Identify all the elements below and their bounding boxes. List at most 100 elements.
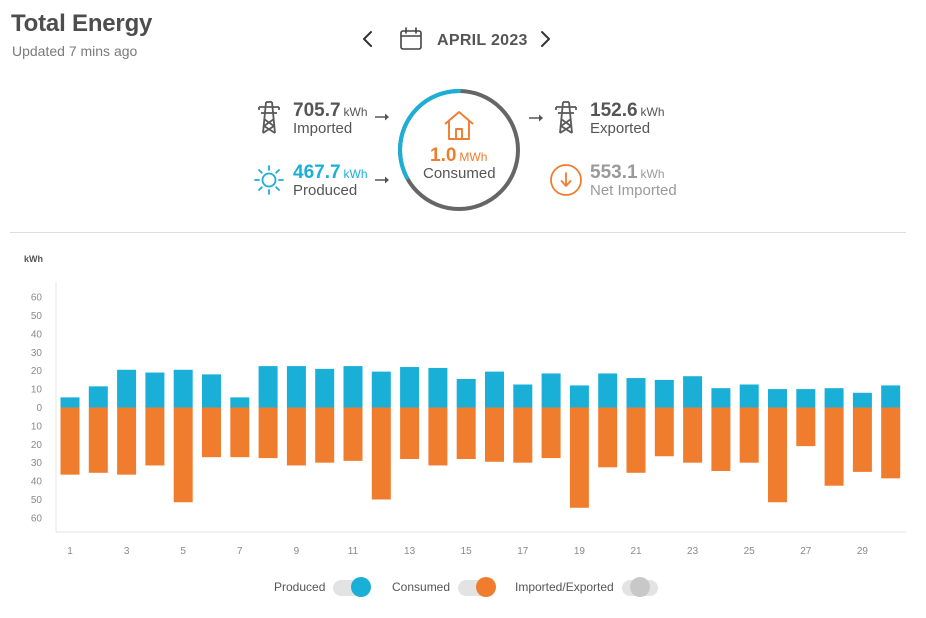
x-tick-label: 15 [461, 546, 473, 557]
consumed-bar[interactable] [513, 407, 533, 463]
consumed-bar[interactable] [258, 407, 278, 459]
y-tick-label: 0 [36, 403, 42, 414]
produced-bar[interactable] [683, 376, 703, 408]
consumed-bar[interactable] [456, 407, 476, 460]
consumed-bar[interactable] [60, 407, 80, 475]
x-tick-label: 5 [180, 546, 186, 557]
produced-bar[interactable] [230, 397, 250, 408]
net-imported-label: Net Imported [590, 182, 677, 199]
consumed-bar[interactable] [626, 407, 646, 473]
y-tick-label: 60 [31, 293, 43, 304]
produced-bar[interactable] [569, 385, 589, 408]
produced-toggle[interactable] [333, 577, 372, 597]
produced-bar[interactable] [824, 388, 844, 408]
y-tick-label: 30 [31, 458, 43, 469]
produced-bar[interactable] [541, 373, 561, 408]
imported-exported-toggle[interactable] [621, 577, 658, 597]
x-tick-label: 3 [124, 546, 130, 557]
legend-label: Imported/Exported [515, 580, 614, 594]
produced-bar[interactable] [626, 378, 646, 408]
consumed-bar[interactable] [400, 407, 420, 460]
produced-bar[interactable] [145, 372, 165, 408]
updated-text: Updated 7 mins ago [12, 43, 138, 59]
produced-bar[interactable] [485, 371, 504, 408]
legend-label: Consumed [392, 580, 451, 594]
consumed-bar[interactable] [286, 407, 306, 466]
produced-label: Produced [293, 182, 358, 199]
consumed-bar[interactable] [796, 407, 816, 447]
consumed-bar[interactable] [485, 407, 504, 462]
period-label[interactable]: APRIL 2023 [437, 32, 528, 49]
consumed-bar[interactable] [541, 407, 561, 459]
y-tick-label: 40 [31, 477, 43, 488]
power-tower-icon [555, 101, 577, 134]
legend-imported-exported[interactable]: Imported/Exported [515, 577, 658, 597]
y-tick-label: 60 [31, 513, 43, 524]
produced-bar[interactable] [173, 369, 193, 408]
y-tick-label: 10 [31, 385, 43, 396]
net-imported-value: 553.1 kWh [590, 162, 665, 183]
produced-bar[interactable] [796, 389, 816, 408]
chevron-right-icon[interactable] [533, 26, 557, 52]
x-tick-label: 11 [348, 546, 359, 557]
consumed-bar[interactable] [88, 407, 108, 473]
consumed-bar[interactable] [768, 407, 787, 503]
exported-value: 152.6 kWh [590, 100, 665, 121]
produced-bar[interactable] [598, 373, 618, 408]
consumed-bar[interactable] [711, 407, 731, 471]
produced-bar[interactable] [258, 366, 278, 408]
consumed-bar[interactable] [315, 407, 335, 463]
consumed-bar[interactable] [654, 407, 674, 457]
toggle-knob [476, 577, 497, 597]
consumed-bar[interactable] [598, 407, 618, 468]
produced-bar[interactable] [400, 367, 420, 408]
consumed-bar[interactable] [117, 407, 137, 475]
x-tick-label: 25 [744, 546, 756, 557]
produced-bar[interactable] [371, 371, 391, 408]
house-icon [444, 111, 474, 140]
produced-bar[interactable] [881, 385, 901, 408]
y-tick-label: 50 [31, 495, 43, 506]
consumed-bar[interactable] [683, 407, 703, 463]
consumed-bar[interactable] [824, 407, 844, 486]
produced-bar[interactable] [711, 388, 731, 408]
produced-bar[interactable] [202, 374, 221, 408]
produced-bar[interactable] [768, 389, 787, 408]
sun-icon [254, 165, 284, 195]
produced-bar[interactable] [117, 369, 137, 408]
legend-consumed[interactable]: Consumed [392, 577, 497, 597]
produced-bar[interactable] [88, 386, 108, 408]
consumed-bar[interactable] [881, 407, 901, 479]
produced-bar[interactable] [852, 392, 872, 408]
x-tick-label: 29 [857, 546, 869, 557]
produced-bar[interactable] [286, 366, 306, 408]
produced-bar[interactable] [739, 384, 759, 408]
produced-bar[interactable] [654, 379, 674, 408]
y-tick-label: 20 [31, 440, 43, 451]
consumed-bar[interactable] [371, 407, 391, 500]
produced-bar[interactable] [60, 397, 80, 408]
consumed-bar[interactable] [145, 407, 165, 466]
toggle-knob [351, 577, 372, 597]
consumed-bar[interactable] [739, 407, 759, 463]
consumed-bar[interactable] [343, 407, 363, 461]
produced-bar[interactable] [456, 378, 476, 408]
produced-bar[interactable] [343, 366, 363, 408]
consumed-bar[interactable] [569, 407, 589, 508]
consumed-bar[interactable] [230, 407, 250, 458]
produced-bar[interactable] [315, 368, 335, 408]
consumed-bar[interactable] [428, 407, 448, 466]
chevron-left-icon[interactable] [356, 26, 380, 52]
produced-bar[interactable] [513, 384, 533, 408]
legend-produced[interactable]: Produced [274, 577, 372, 597]
consumed-bar[interactable] [173, 407, 193, 503]
produced-bar[interactable] [428, 367, 448, 408]
consumed-bar[interactable] [852, 407, 872, 472]
page-title: Total Energy [11, 10, 153, 37]
consumed-toggle[interactable] [458, 577, 497, 597]
arrow-down-circle-icon [550, 164, 582, 196]
consumed-bar[interactable] [202, 407, 221, 458]
x-tick-label: 21 [630, 546, 642, 557]
imported-value: 705.7 kWh [293, 100, 368, 121]
y-axis-label: kWh [24, 254, 43, 264]
